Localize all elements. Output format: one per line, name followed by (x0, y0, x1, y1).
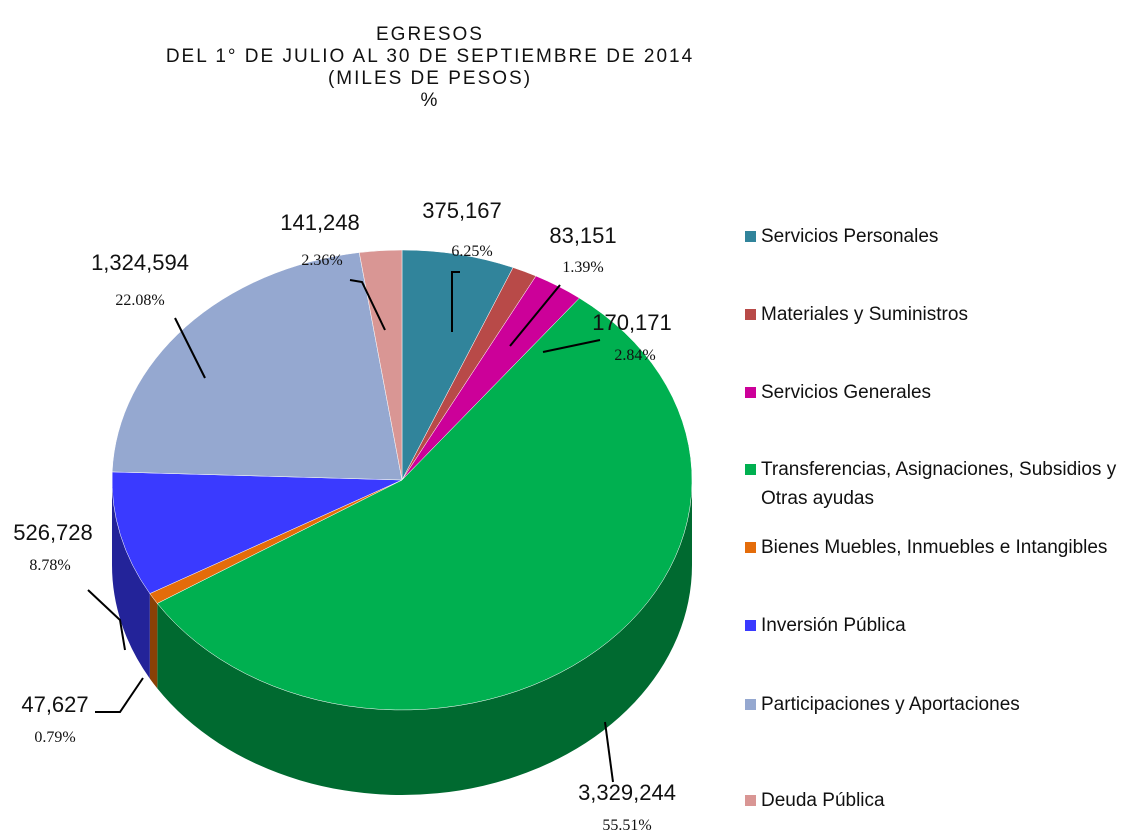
legend-label: Inversión Pública (761, 615, 906, 636)
pie-slice (111, 252, 403, 481)
legend-label: Servicios Generales (761, 382, 932, 403)
data-label-percent: 2.84% (614, 347, 655, 364)
leader-line (542, 339, 601, 353)
leader-line (349, 279, 386, 331)
legend-item: Bienes Muebles, Inmuebles e Intangibles (745, 533, 1141, 562)
leader-line (451, 271, 460, 332)
pie-side (112, 480, 150, 679)
data-label: 170,171 (592, 310, 672, 335)
data-label-percent: 0.79% (34, 729, 75, 746)
legend-label: Transferencias, Asignaciones, Subsidios … (761, 459, 1117, 509)
legend-item: Deuda Pública (745, 786, 1141, 815)
data-label-percent: 2.36% (301, 252, 342, 269)
data-label-percent: 1.39% (562, 259, 603, 276)
data-label: 47,627 (21, 692, 88, 717)
legend-label: Servicios Personales (761, 226, 939, 247)
data-label: 83,151 (549, 223, 616, 248)
legend-item: Inversión Pública (745, 611, 1141, 640)
legend-item: Servicios Personales (745, 222, 1141, 251)
data-label: 3,329,244 (578, 780, 676, 805)
leader-line (95, 677, 144, 713)
legend-swatch (745, 542, 756, 553)
data-label: 375,167 (422, 198, 502, 223)
legend-item: Materiales y Suministros (745, 300, 1141, 329)
legend-swatch (745, 795, 756, 806)
legend-label: Bienes Muebles, Inmuebles e Intangibles (761, 537, 1108, 558)
data-label: 526,728 (13, 520, 93, 545)
leader-line (87, 589, 126, 651)
legend-swatch (745, 387, 756, 398)
data-label: 141,248 (280, 210, 360, 235)
leader-line (174, 317, 206, 379)
chart-title: EGRESOS (376, 24, 484, 45)
legend-swatch (745, 231, 756, 242)
legend-item: Participaciones y Aportaciones (745, 690, 1141, 719)
legend-item: Transferencias, Asignaciones, Subsidios … (745, 455, 1141, 513)
pie-slice (358, 249, 403, 481)
data-label-percent: 22.08% (115, 292, 164, 309)
legend-label: Deuda Pública (761, 790, 885, 811)
data-label-percent: 8.78% (29, 557, 70, 574)
leader-line (509, 284, 561, 347)
data-label: 1,324,594 (91, 250, 189, 275)
pie-side (149, 593, 158, 689)
legend-swatch (745, 620, 756, 631)
legend-item: Servicios Generales (745, 378, 1141, 407)
chart-title: DEL 1° DE JULIO AL 30 DE SEPTIEMBRE DE 2… (166, 46, 694, 67)
data-label-percent: 55.51% (602, 817, 651, 834)
legend-label: Materiales y Suministros (761, 304, 968, 325)
data-label-percent: 6.25% (451, 243, 492, 260)
pie-slice (111, 471, 403, 594)
chart-title: % (421, 90, 440, 111)
pie-slice (401, 249, 514, 481)
legend-label: Participaciones y Aportaciones (761, 694, 1020, 715)
chart-title: (MILES DE PESOS) (328, 68, 532, 89)
legend-swatch (745, 309, 756, 320)
pie-slice (156, 297, 693, 711)
pie-side (157, 480, 693, 795)
legend-swatch (745, 699, 756, 710)
legend-swatch (745, 464, 756, 475)
leader-line (604, 721, 614, 783)
